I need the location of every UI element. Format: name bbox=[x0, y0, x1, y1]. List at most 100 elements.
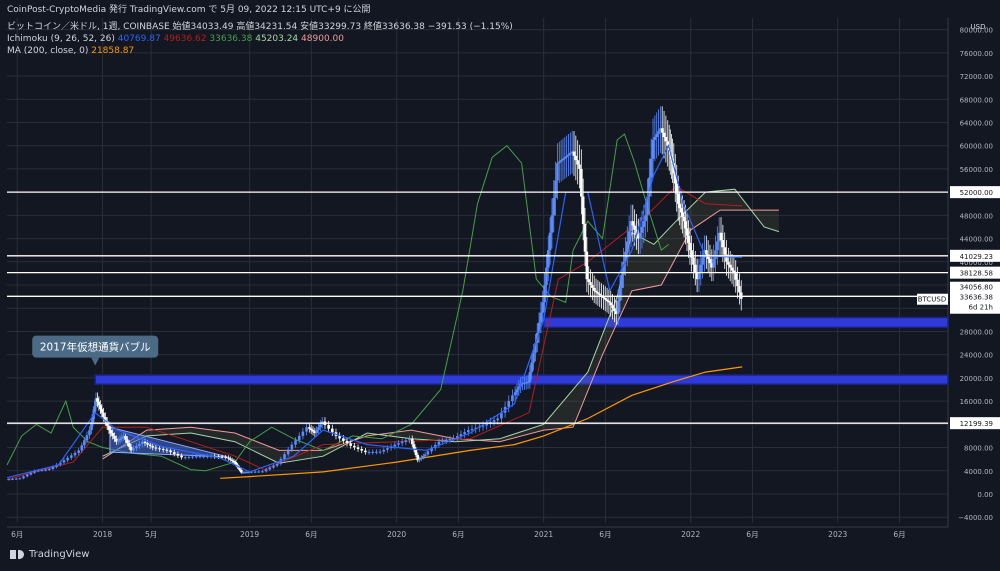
candle-body bbox=[371, 451, 375, 453]
candle-body bbox=[712, 258, 715, 268]
candle-body bbox=[25, 474, 29, 477]
candle-body bbox=[311, 430, 315, 432]
candle-body bbox=[319, 424, 322, 428]
candle-body bbox=[127, 443, 131, 447]
candle-body bbox=[474, 427, 477, 429]
candle-body bbox=[614, 311, 618, 315]
candle-body bbox=[624, 251, 627, 262]
candle-body bbox=[637, 234, 640, 239]
candle-body bbox=[609, 302, 613, 306]
candle-body bbox=[589, 282, 592, 286]
candle-body bbox=[91, 414, 95, 423]
candle-body bbox=[36, 470, 40, 472]
candle-body bbox=[594, 290, 598, 293]
candle-body bbox=[492, 420, 496, 422]
candle-body bbox=[693, 264, 697, 272]
candle-body bbox=[543, 285, 546, 303]
candle-body bbox=[521, 383, 524, 385]
candle-body bbox=[685, 228, 689, 236]
candle-body bbox=[138, 443, 141, 447]
x-tick-label: 6月 bbox=[305, 530, 317, 539]
y-tick-label: −4000.00 bbox=[958, 514, 993, 522]
candle-body bbox=[99, 405, 102, 410]
candle-body bbox=[264, 469, 268, 472]
annotation-bubble[interactable] bbox=[32, 335, 159, 358]
ichimoku-legend[interactable]: Ichimoku (9, 26, 52, 26) 40769.87 49636.… bbox=[7, 33, 344, 45]
candle-body bbox=[534, 343, 537, 353]
candle-body bbox=[113, 435, 116, 439]
candle-body bbox=[581, 196, 585, 225]
candle-body bbox=[448, 439, 452, 441]
candle-body bbox=[315, 430, 318, 434]
price-tag-open: 34056.80 bbox=[960, 284, 993, 292]
candle-body bbox=[507, 401, 511, 407]
candle-body bbox=[353, 445, 356, 448]
y-tick-label: 28000.00 bbox=[960, 328, 993, 336]
y-tick-label: 72000.00 bbox=[960, 73, 993, 81]
candle-body bbox=[511, 395, 514, 402]
candle-body bbox=[728, 264, 732, 268]
candle-body bbox=[576, 160, 579, 165]
candle-body bbox=[102, 412, 105, 418]
candle-body bbox=[580, 168, 583, 197]
candle-body bbox=[400, 441, 404, 444]
candle-body bbox=[202, 456, 205, 458]
candle-body bbox=[569, 152, 572, 155]
candle-body bbox=[297, 435, 301, 441]
series-span-b bbox=[102, 209, 779, 460]
candle-body bbox=[673, 173, 677, 184]
candle-body bbox=[250, 471, 253, 473]
currency-label: USD bbox=[971, 23, 986, 31]
candle-body bbox=[638, 232, 642, 239]
x-tick-label: 6月 bbox=[452, 530, 464, 539]
candle-body bbox=[675, 183, 679, 194]
candle-body bbox=[526, 381, 530, 383]
candle-body bbox=[132, 448, 135, 451]
candle-body bbox=[93, 406, 96, 415]
candle-body bbox=[116, 440, 120, 442]
ma-legend[interactable]: MA (200, close, 0) 21858.87 bbox=[7, 45, 134, 57]
candle-body bbox=[732, 270, 736, 274]
candle-body bbox=[710, 263, 714, 268]
candle-body bbox=[397, 443, 400, 445]
candle-body bbox=[455, 436, 459, 439]
candle-body bbox=[83, 440, 86, 446]
x-tick-label: 6月 bbox=[599, 530, 611, 539]
candle-body bbox=[701, 257, 704, 265]
candle-body bbox=[378, 451, 382, 453]
tradingview-logo[interactable]: TradingView bbox=[10, 549, 89, 560]
candle-body bbox=[578, 164, 581, 169]
attribution: CoinPost-CryptoMedia 発行 TradingView.com … bbox=[7, 5, 371, 15]
candle-body bbox=[598, 293, 602, 296]
x-tick-label: 2021 bbox=[534, 530, 553, 539]
candle-body bbox=[559, 160, 563, 162]
candle-body bbox=[616, 300, 620, 315]
candle-body bbox=[375, 451, 378, 453]
candle-body bbox=[410, 438, 414, 445]
candle-body bbox=[360, 448, 364, 451]
candle-body bbox=[165, 449, 169, 451]
ichimoku-span-a-value: 45203.24 bbox=[255, 34, 299, 44]
candle-body bbox=[705, 250, 708, 255]
candle-body bbox=[545, 267, 548, 286]
candle-body bbox=[552, 197, 556, 216]
level-tag-label: 12199.39 bbox=[960, 420, 993, 428]
candle-body bbox=[294, 440, 297, 445]
candle-body bbox=[169, 450, 172, 453]
candle-body bbox=[537, 322, 541, 333]
candle-body bbox=[80, 445, 84, 451]
x-tick-label: 6月 bbox=[893, 530, 905, 539]
candle-body bbox=[666, 141, 670, 146]
candle-body bbox=[548, 232, 552, 251]
y-tick-label: 76000.00 bbox=[960, 50, 993, 58]
candle-body bbox=[546, 250, 550, 268]
candle-body bbox=[676, 193, 680, 204]
candle-body bbox=[463, 432, 466, 435]
x-tick-label: 2018 bbox=[93, 530, 112, 539]
candle-body bbox=[364, 450, 367, 453]
candle-body bbox=[687, 235, 690, 243]
ma-label: MA (200, close, 0) bbox=[7, 46, 89, 56]
series-kijun bbox=[6, 185, 743, 480]
candle-body bbox=[47, 469, 51, 471]
